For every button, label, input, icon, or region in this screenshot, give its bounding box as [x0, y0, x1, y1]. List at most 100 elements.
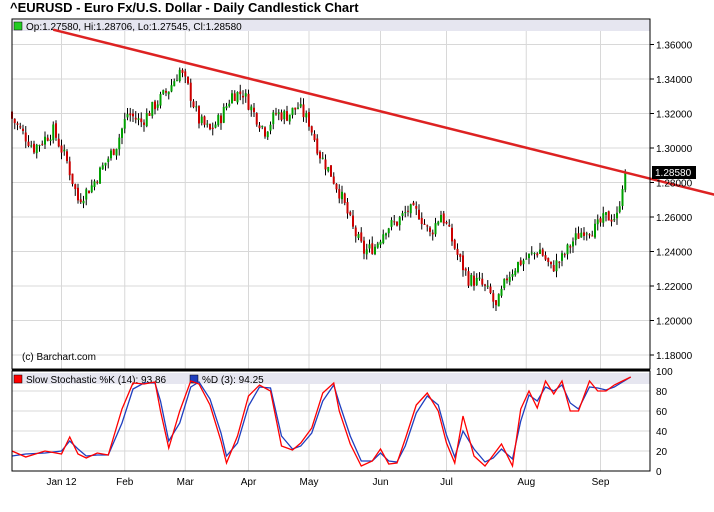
candle-body — [38, 145, 41, 147]
candle-body — [470, 274, 473, 286]
candle-body — [247, 93, 250, 110]
candle-body — [283, 110, 286, 120]
candle-body — [220, 115, 222, 124]
candle-body — [286, 111, 288, 121]
candle-body — [412, 202, 415, 206]
candle-body — [200, 116, 203, 124]
candle-body — [613, 219, 616, 221]
candle-body — [522, 260, 525, 265]
candle-body — [349, 212, 352, 215]
candle-body — [459, 254, 462, 257]
candle-body — [492, 293, 495, 302]
candle-body — [239, 91, 242, 95]
candle-body — [258, 125, 261, 129]
candle-body — [442, 213, 445, 224]
x-tick-label: Mar — [177, 477, 195, 488]
stochastic-tick-label: 40 — [656, 427, 668, 438]
k-legend-swatch — [13, 374, 23, 384]
x-tick-label: Apr — [241, 477, 257, 488]
candle-body — [148, 112, 151, 116]
price-grid — [12, 31, 650, 369]
candle-body — [27, 141, 30, 146]
candle-body — [118, 137, 121, 150]
candle-body — [291, 107, 294, 116]
candle-body — [192, 101, 195, 108]
stochastic-tick-label: 100 — [656, 367, 673, 378]
price-tick-label: 1.32000 — [656, 110, 693, 121]
candle-body — [178, 69, 181, 82]
candle-body — [429, 227, 431, 232]
candle-body — [599, 218, 602, 223]
candle-body — [566, 244, 569, 255]
candle-body — [621, 189, 624, 206]
stochastic-lines — [11, 376, 632, 469]
stochastic-legend-band — [12, 373, 650, 384]
x-tick-label: Sep — [592, 477, 610, 488]
candle-body — [558, 261, 561, 263]
candle-body — [57, 138, 60, 147]
candle-body — [154, 101, 156, 110]
candle-body — [82, 200, 85, 204]
candle-body — [126, 114, 129, 118]
candle-body — [203, 116, 206, 125]
candle-body — [577, 233, 580, 239]
candle-body — [33, 143, 35, 153]
candle-body — [129, 113, 132, 116]
candle-body — [528, 253, 530, 259]
candle-body — [167, 91, 170, 95]
stochastic-series-line — [11, 376, 632, 469]
candle-body — [261, 126, 264, 128]
candle-body — [420, 217, 423, 224]
candle-body — [244, 93, 247, 97]
candle-body — [71, 173, 74, 184]
candle-body — [572, 241, 574, 247]
candle-body — [104, 162, 107, 166]
candle-body — [478, 277, 481, 279]
candle-body — [341, 191, 343, 200]
price-legend-swatch — [13, 21, 23, 31]
candle-body — [228, 103, 231, 107]
candle-body — [464, 268, 467, 271]
stochastic-tick-label: 80 — [656, 387, 668, 398]
candle-body — [288, 114, 291, 122]
candle-body — [456, 248, 459, 255]
candle-body — [588, 234, 591, 236]
candle-body — [327, 167, 330, 172]
candle-body — [544, 255, 547, 260]
candle-body — [486, 285, 489, 287]
candle-body — [484, 284, 486, 286]
candle-body — [96, 181, 99, 183]
candle-body — [250, 106, 253, 111]
candle-body — [530, 252, 533, 254]
price-tick-label: 1.20000 — [656, 317, 693, 328]
candle-body — [310, 126, 313, 133]
candle-body — [319, 152, 321, 159]
candle-body — [407, 210, 409, 212]
candle-body — [335, 183, 338, 190]
price-tick-label: 1.36000 — [656, 41, 693, 52]
candle-body — [550, 261, 552, 265]
candle-body — [585, 233, 588, 235]
candle-body — [415, 206, 418, 209]
candle-body — [79, 199, 82, 203]
candle-body — [156, 104, 159, 108]
candle-body — [376, 243, 379, 248]
x-tick-label: May — [300, 477, 319, 488]
candle-body — [187, 76, 189, 84]
candle-body — [225, 106, 228, 109]
candle-body — [277, 112, 280, 115]
candle-body — [280, 112, 283, 120]
stochastic-series-line — [11, 376, 632, 463]
candle-body — [176, 80, 178, 82]
x-tick-label: Jul — [440, 477, 453, 488]
candles — [11, 67, 627, 311]
candle-body — [357, 234, 360, 238]
x-axis: Jan 12 Feb Mar Apr May Jun Jul Aug Sep — [46, 477, 609, 488]
stochastic-tick-label: 20 — [656, 447, 668, 458]
candle-body — [217, 115, 220, 126]
candle-body — [132, 113, 134, 117]
candle-body — [473, 275, 475, 286]
candle-body — [547, 258, 550, 263]
candle-body — [143, 122, 145, 125]
